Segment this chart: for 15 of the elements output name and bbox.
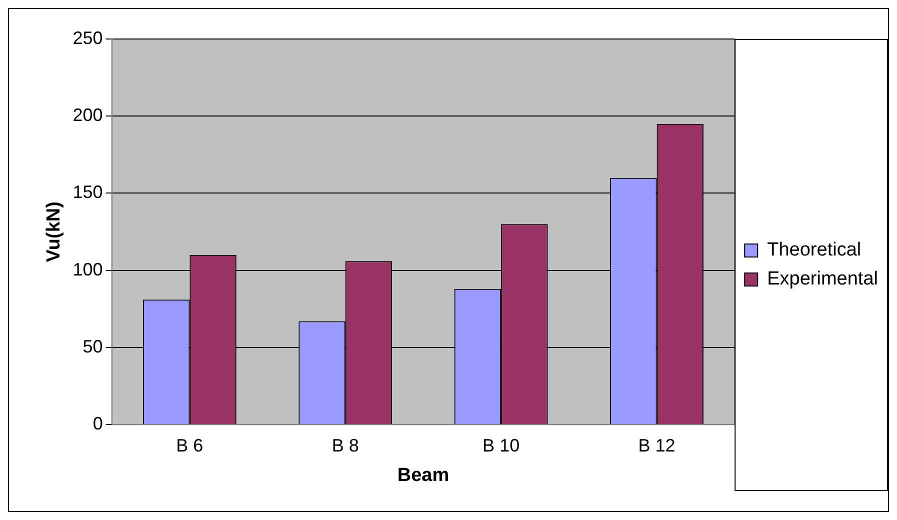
- legend-label: Experimental: [767, 268, 878, 290]
- y-axis-title: Vu(kN): [44, 202, 65, 262]
- chart-frame: Beam Vu(kN) Theoretical Experimental B 6 B 8 B 10 B 12 0 50 100 150 200 250: [8, 8, 889, 512]
- x-tick-label: B 8: [332, 435, 359, 456]
- x-tick-label: B 10: [482, 435, 520, 456]
- x-axis-title: Beam: [397, 464, 450, 486]
- x-tick-label: B 12: [638, 435, 676, 456]
- y-tick-label: 150: [72, 182, 103, 202]
- y-tick-label: 0: [92, 414, 103, 434]
- y-tick-label: 250: [72, 28, 103, 48]
- y-tick-label: 100: [72, 259, 103, 280]
- legend-label: Theoretical: [767, 240, 862, 261]
- y-tick-label: 50: [82, 336, 103, 356]
- x-tick-label: B 6: [176, 435, 204, 456]
- y-tick-label: 200: [72, 105, 103, 126]
